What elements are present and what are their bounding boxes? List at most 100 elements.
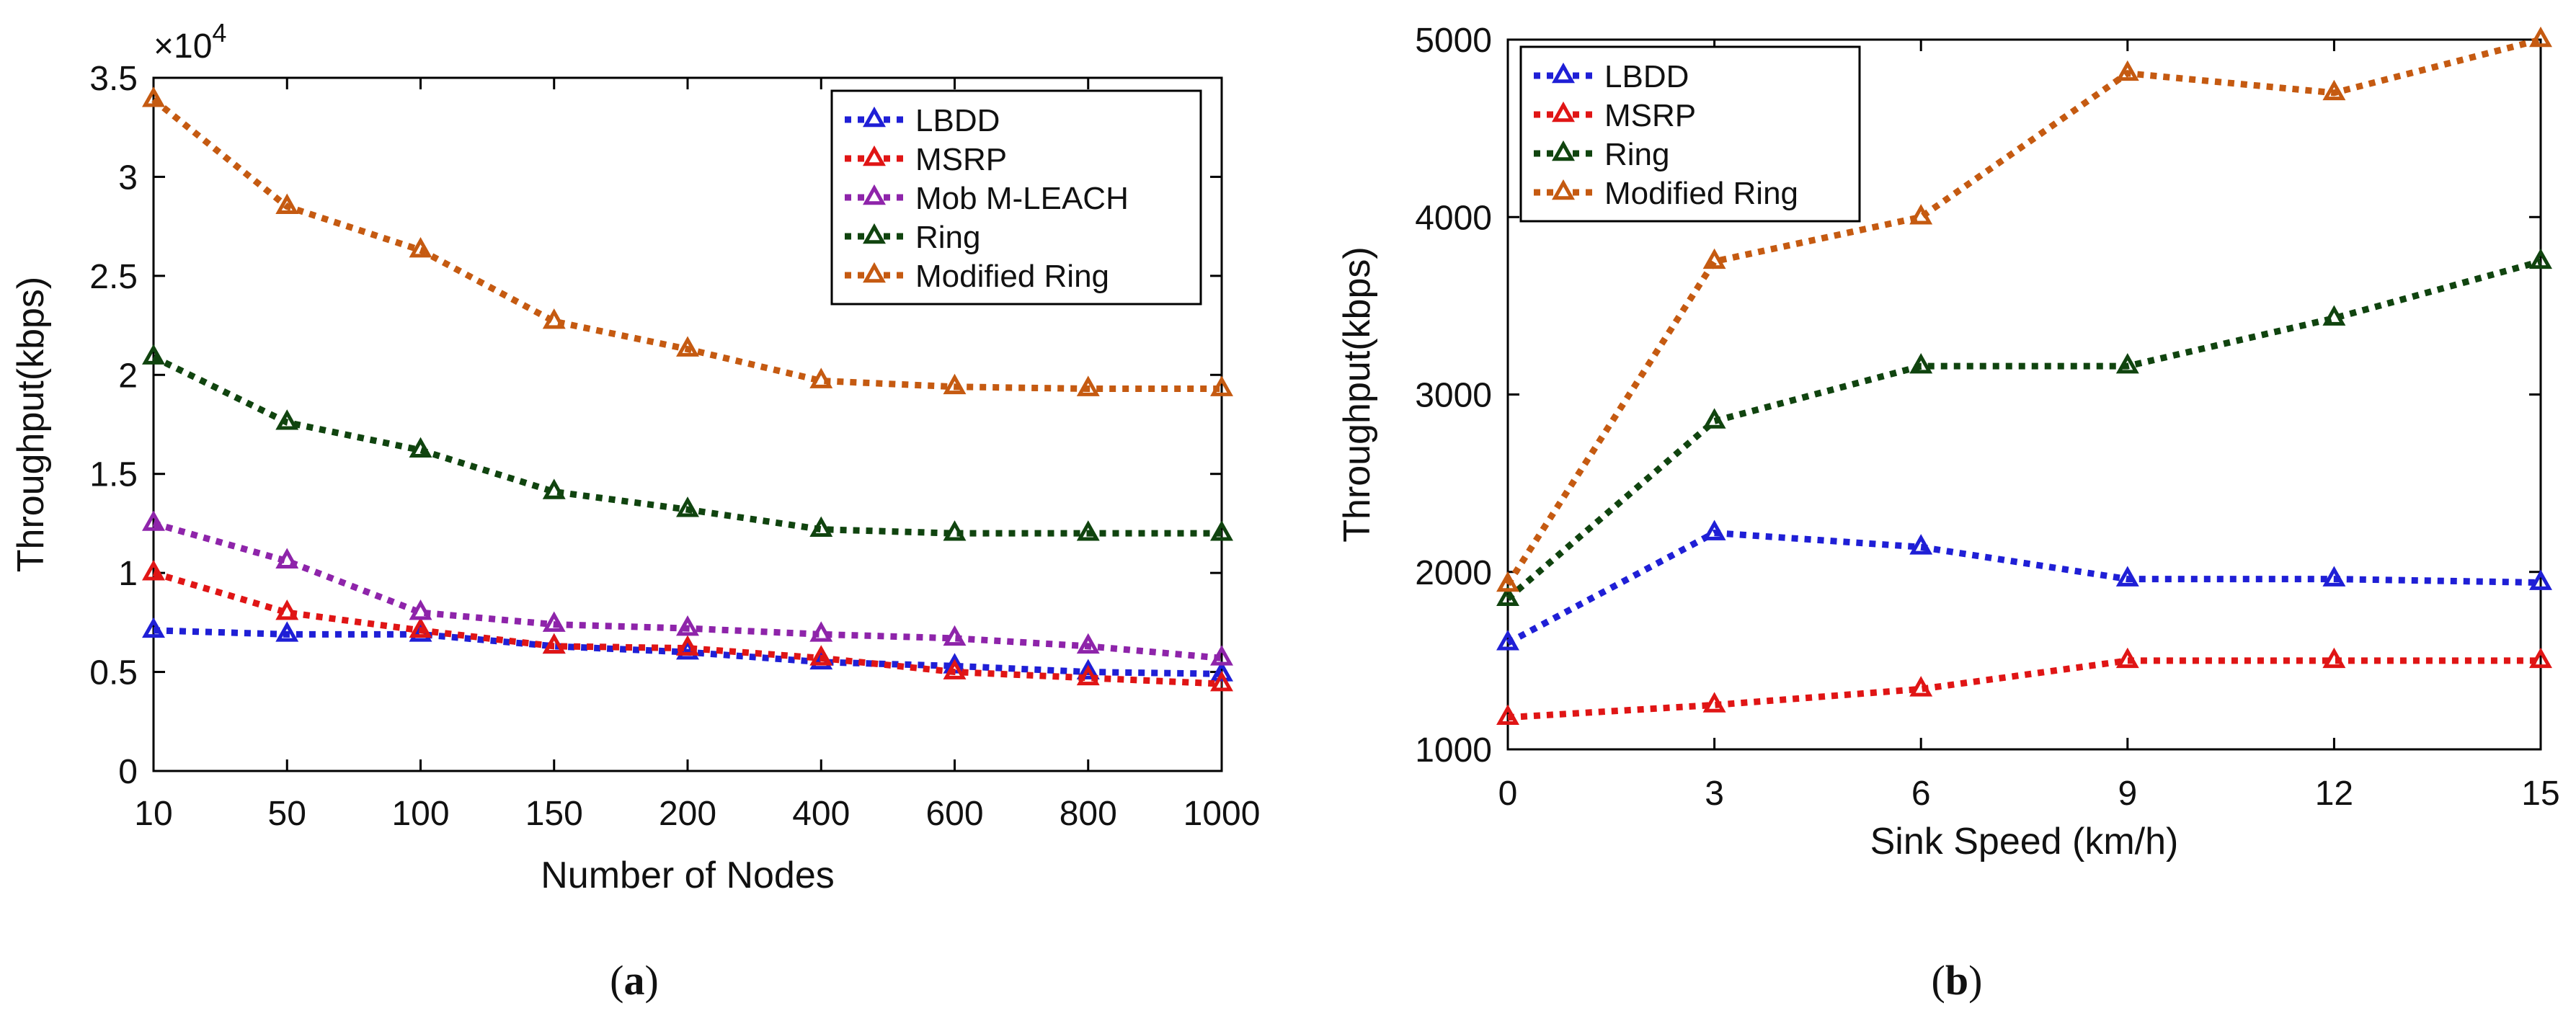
data-point [809,621,833,642]
data-point [2115,60,2139,81]
data-point [1076,659,1100,679]
data-point [1909,534,1933,555]
data-point [2529,569,2552,590]
panel-caption: (a) [610,957,659,1004]
legend-label: Modified Ring [915,259,1109,294]
data-point [1702,520,1726,540]
data-point [676,635,699,656]
legend-label: MSRP [915,142,1007,177]
data-point [1210,661,1233,682]
y-tick-label: 4000 [1415,199,1492,237]
data-point [1702,408,1726,429]
y-exponent-label: ×104 [154,18,226,66]
x-tick-label: 1000 [1183,795,1261,833]
data-point [542,308,566,329]
legend-marker [1552,140,1575,161]
data-point [809,645,833,666]
x-tick-label: 50 [268,795,306,833]
data-point [1076,520,1100,541]
legend-marker [863,262,886,283]
legend-label: LBDD [915,103,1000,138]
y-exponent-power: 4 [212,18,226,48]
data-point [2115,353,2139,374]
data-point [142,560,165,581]
x-tick-label: 150 [525,795,583,833]
y-axis-label: Throughput(kbps) [1336,246,1378,542]
legend-label: Modified Ring [1604,176,1798,211]
data-point [1076,633,1100,654]
x-tick-label: 0 [1498,775,1518,813]
legend-label: Mob M-LEACH [915,181,1129,216]
x-axis-label: Number of Nodes [541,855,835,896]
data-point [2322,566,2346,587]
data-point [542,478,566,499]
data-point [142,617,165,638]
data-point [2529,26,2552,48]
y-tick-label: 3 [118,159,138,197]
legend-marker [1552,101,1575,122]
panel-caption: (b) [1932,957,1983,1004]
y-tick-label: 3.5 [89,60,138,98]
y-tick-label: 1 [118,555,138,593]
data-point [1210,520,1233,541]
legend-marker [1552,179,1575,200]
series-line [151,97,1222,393]
data-point [1210,645,1233,666]
data-point [1496,630,1519,651]
legend-marker [863,184,886,205]
y-tick-label: 2.5 [89,258,138,296]
data-point [1210,375,1233,396]
data-point [943,520,967,541]
legend-label: Ring [1604,137,1670,172]
legend-box [830,89,1202,306]
legend-marker [863,106,886,128]
series-line [152,569,1222,687]
data-point [542,633,566,654]
data-point [142,344,165,365]
panel-caption-letter: a [624,957,645,1004]
panel-a-chart: 0 0.5 1 1.5 2 2.5 3 3.5 10 50 100 150 200 400 600 800 10… [10,18,1260,1004]
series-line [1506,258,2542,602]
data-point [943,373,967,395]
data-point [2529,647,2552,669]
data-point [542,611,566,632]
y-tick-label: 1.5 [89,456,138,494]
x-tick-label: 600 [925,795,983,833]
series-line [152,520,1222,661]
data-point [409,599,432,620]
x-tick-label: 3 [1705,775,1724,813]
data-point [1076,375,1100,396]
y-tick-label: 3000 [1415,377,1492,415]
x-tick-label: 800 [1060,795,1117,833]
series-line [1507,657,2541,721]
data-point [943,625,967,646]
data-point [676,496,699,517]
x-tick-label: 100 [391,795,449,833]
legend-label: LBDD [1604,59,1689,94]
data-point [275,409,299,430]
data-point [676,336,699,357]
data-point [409,237,432,258]
x-tick-label: 15 [2521,775,2559,813]
data-point [409,437,432,458]
legend-label: Ring [915,220,981,255]
data-point [1496,585,1519,606]
data-point [1909,353,1933,374]
data-point [2115,647,2139,669]
y-tick-label: 2 [118,357,138,395]
data-point [409,617,432,638]
y-tick-label: 0 [118,753,138,791]
data-point [1496,571,1519,592]
x-tick-label: 6 [1911,775,1931,813]
legend-label: MSRP [1604,98,1696,133]
data-point [809,516,833,537]
y-tick-label: 5000 [1415,22,1492,60]
data-point [275,621,299,642]
data-point [2322,79,2346,101]
x-axis-label: Sink Speed (km/h) [1870,821,2179,862]
panel-b-chart: 1000 2000 3000 4000 5000 0 3 6 9 12 15 Sink Speed (… [1336,22,2560,1004]
data-point [142,86,165,107]
series-line [1506,529,2541,646]
data-point [2322,647,2346,669]
